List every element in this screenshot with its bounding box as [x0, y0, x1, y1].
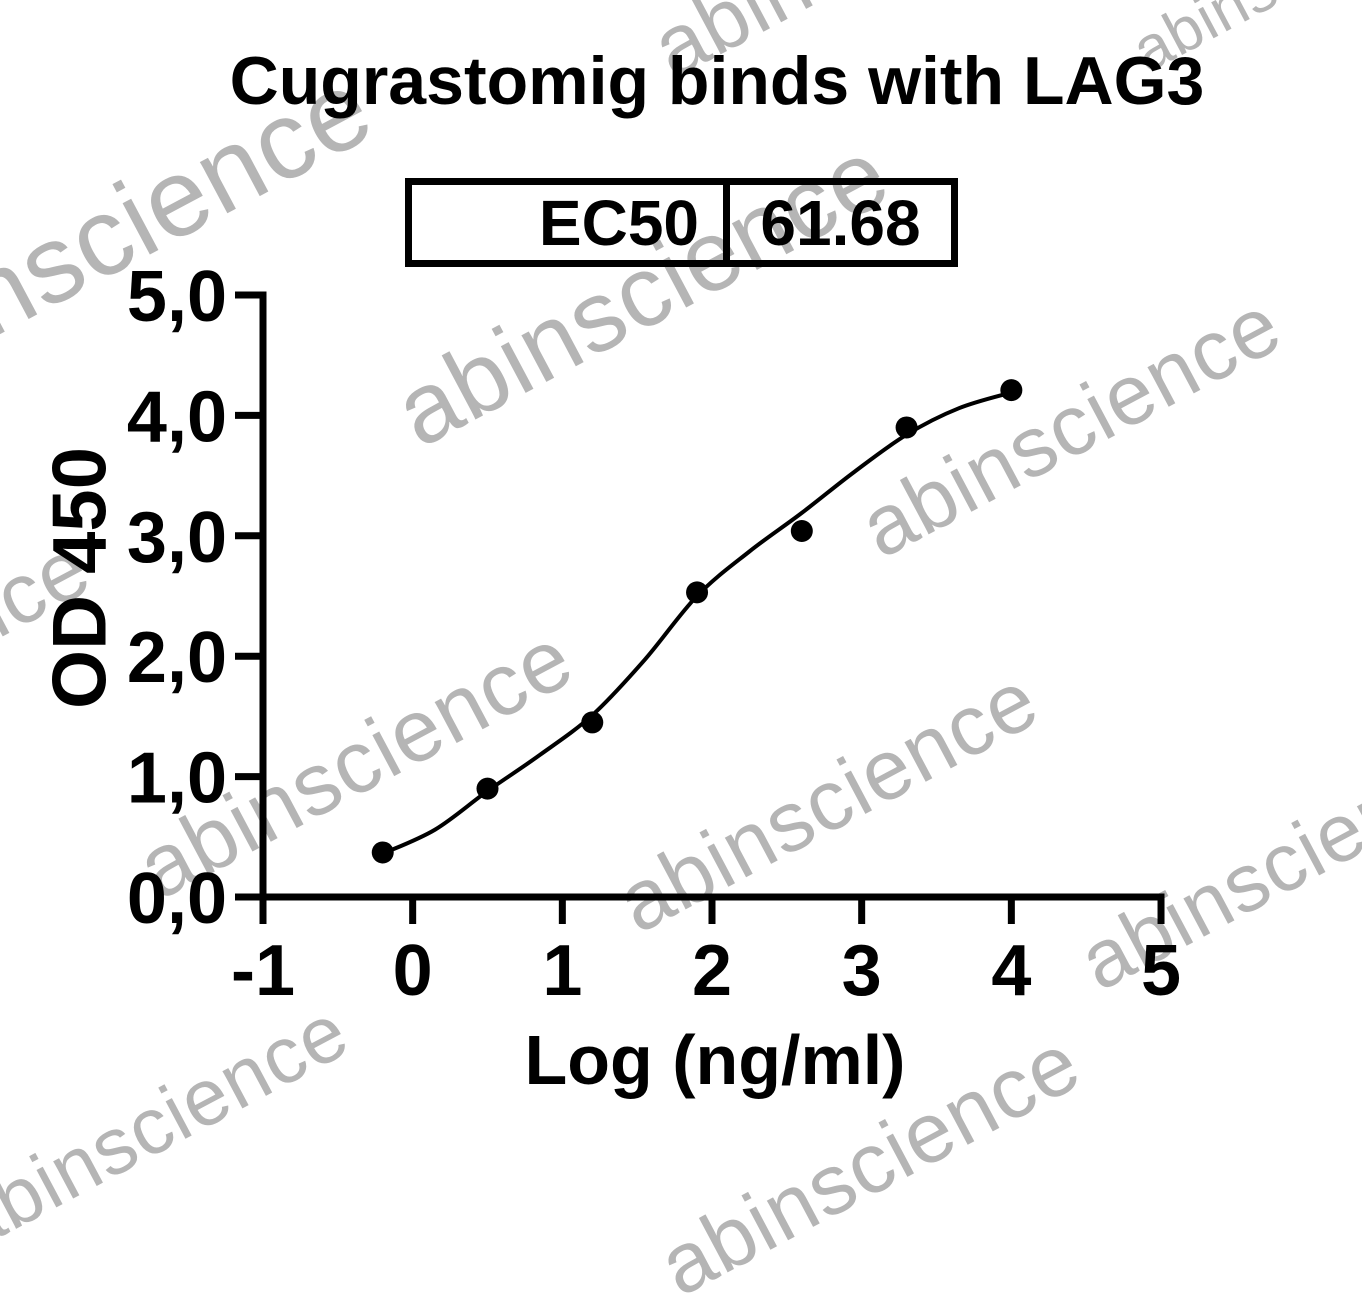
y-tick-label: 1,0 — [127, 739, 227, 819]
data-point — [790, 519, 813, 542]
y-tick-label: 4,0 — [127, 377, 227, 457]
x-tick-label: 1 — [542, 931, 582, 1011]
plot-svg: -1 0 1 2 3 4 5 0,0 1,0 2,0 3,0 4,0 5,0 — [127, 257, 1181, 1011]
data-point — [895, 416, 918, 439]
x-tick-label: 5 — [1141, 931, 1181, 1011]
data-point — [581, 711, 604, 734]
x-tick-label: -1 — [231, 931, 295, 1011]
fit-curve — [380, 390, 1014, 856]
ec50-label-cell: EC50 — [412, 185, 723, 260]
x-tick-label: 0 — [393, 931, 433, 1011]
ec50-value: 61.68 — [760, 186, 921, 259]
data-point — [371, 841, 394, 864]
x-tick-label: 3 — [842, 931, 882, 1011]
chart-title: Cugrastomig binds with LAG3 — [229, 43, 1205, 119]
y-tick-label: 5,0 — [127, 257, 227, 337]
ec50-table: EC50 61.68 — [405, 178, 958, 267]
x-axis-label: Log (ng/ml) — [524, 1021, 906, 1099]
chart-layer: Cugrastomig binds with LAG3 EC50 61.68 O… — [38, 43, 1205, 1099]
y-tick-label: 3,0 — [127, 498, 227, 578]
data-point — [476, 777, 499, 800]
data-point — [1000, 379, 1023, 402]
y-tick-label: 2,0 — [127, 618, 227, 698]
ec50-value-cell: 61.68 — [723, 185, 951, 260]
y-tick-label: 0,0 — [127, 859, 227, 939]
x-tick-label: 4 — [991, 931, 1031, 1011]
data-point — [686, 581, 709, 604]
ec50-label: EC50 — [538, 186, 699, 259]
x-tick-label: 2 — [692, 931, 732, 1011]
